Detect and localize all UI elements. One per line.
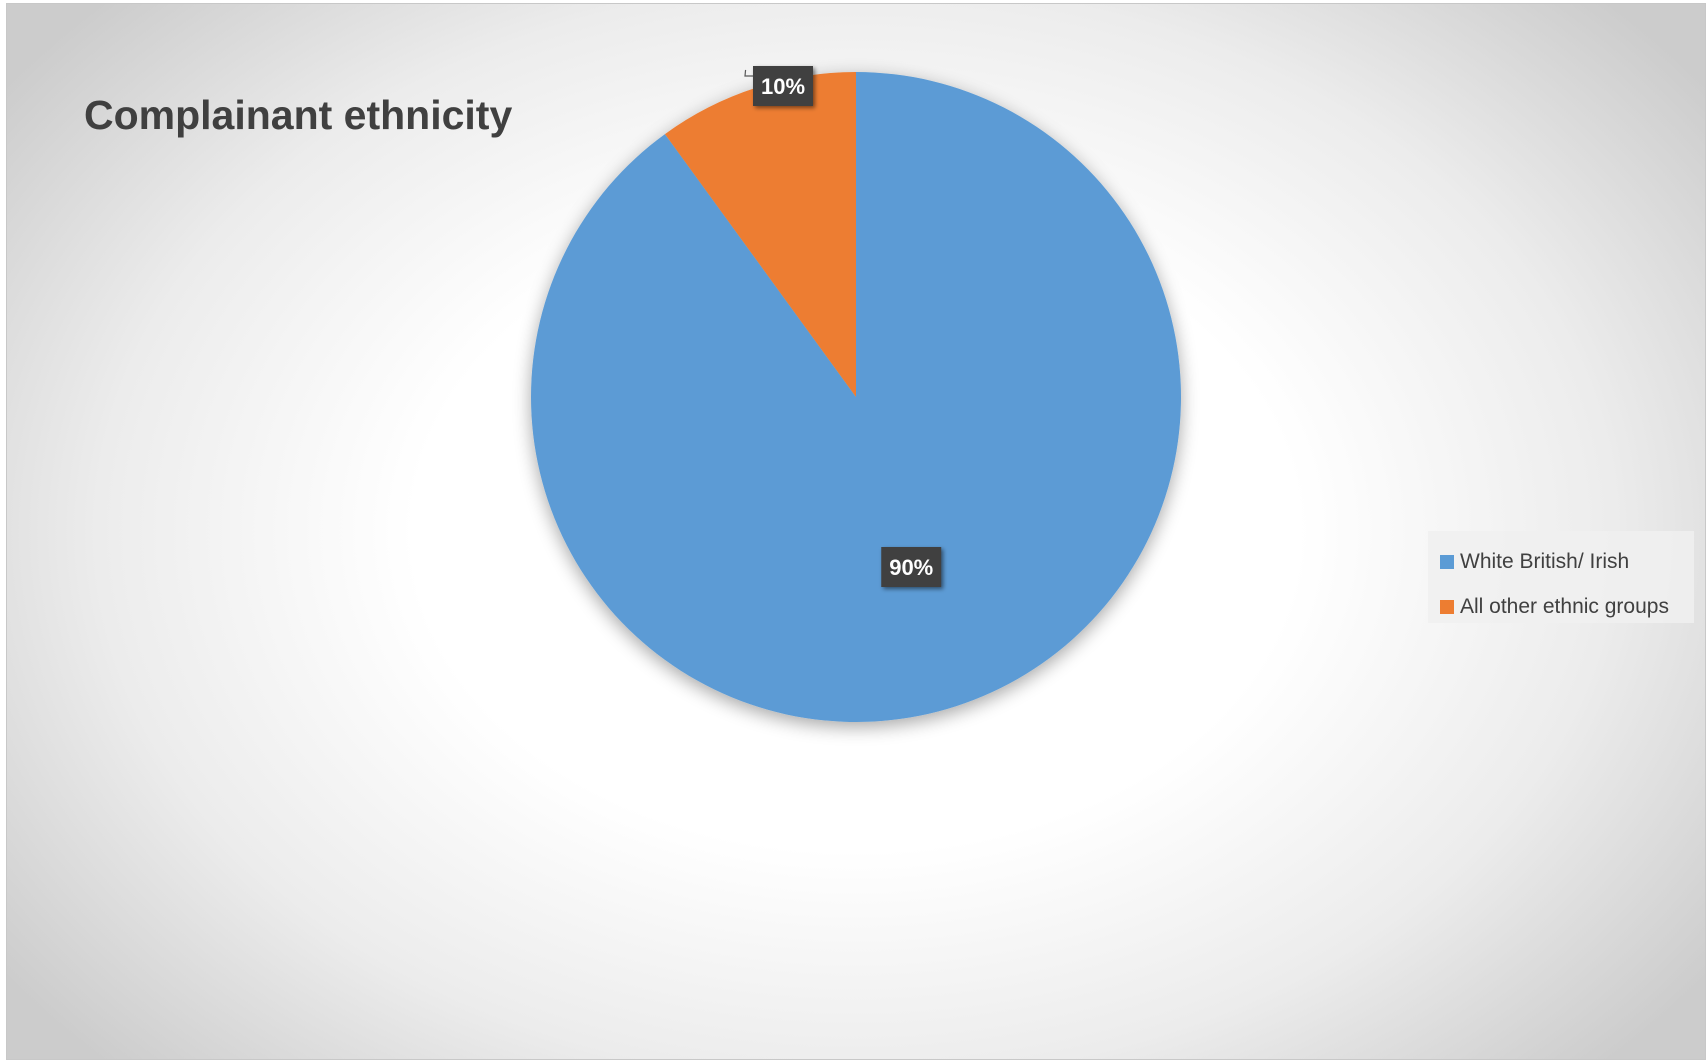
legend-label-white-british-irish: White British/ Irish [1460, 549, 1630, 573]
data-label-white-british-irish: 90% [881, 547, 942, 588]
legend-swatch-white-british-irish [1440, 554, 1454, 569]
data-label-all-other-ethnic-groups-box [753, 66, 813, 106]
leader-line-all-other-ethnic-groups [744, 69, 753, 77]
legend: White British/ Irish All other ethnic gr… [1428, 531, 1694, 623]
data-label-white-british-irish-text: 90% [889, 555, 933, 580]
chart-area: Complainant ethnicity 90% 10% White Briti… [6, 3, 1706, 1060]
legend-item-white-british-irish: White British/ Irish [1440, 539, 1694, 584]
data-label-all-other-ethnic-groups: 10% [753, 66, 813, 106]
pie-slice-all-other-ethnic-groups [664, 72, 856, 397]
pie-slice-white-british-irish [531, 72, 1181, 723]
data-label-all-other-ethnic-groups-text: 10% [761, 74, 805, 99]
legend-swatch-all-other-ethnic-groups [1440, 599, 1454, 614]
chart-title: Complainant ethnicity [84, 92, 513, 138]
legend-label-all-other-ethnic-groups: All other ethnic groups [1460, 594, 1669, 618]
legend-item-all-other-ethnic-groups: All other ethnic groups [1440, 584, 1694, 629]
data-label-white-british-irish-box [881, 547, 942, 588]
pie-chart: 90% 10% [531, 66, 1181, 723]
